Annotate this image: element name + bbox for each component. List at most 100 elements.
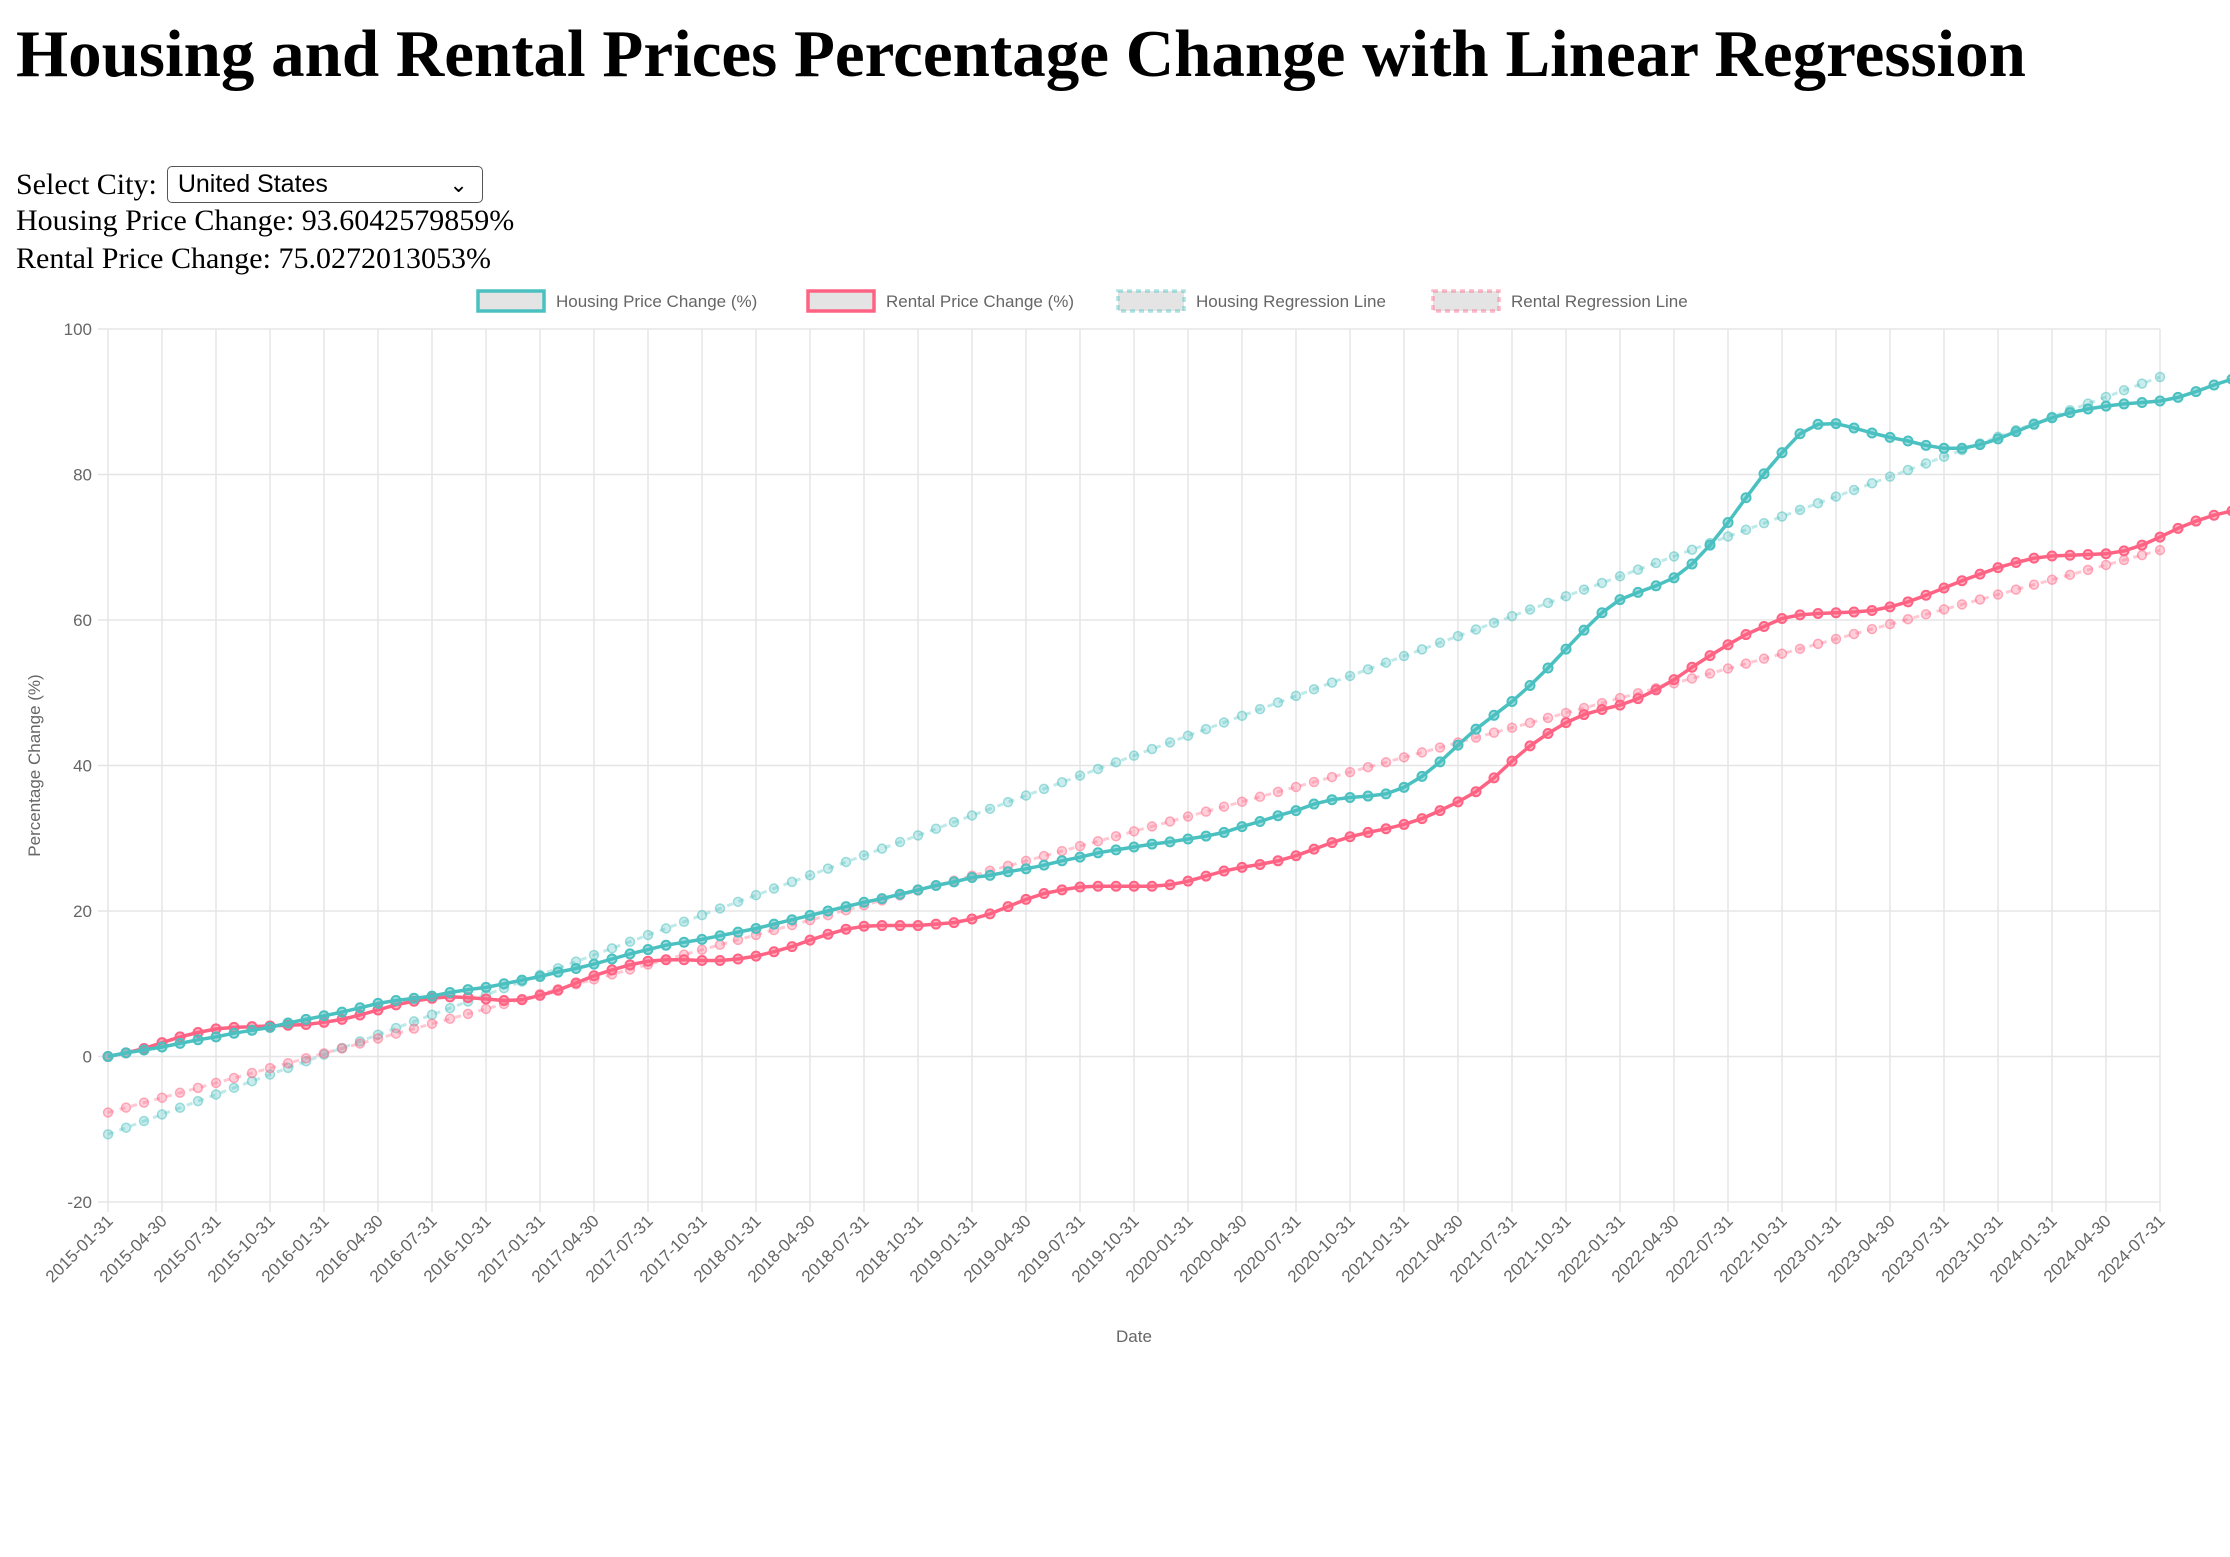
regression-point [2136, 549, 2148, 561]
regression-point [138, 1097, 150, 1108]
regression-point [1092, 763, 1104, 775]
data-point [696, 933, 708, 945]
data-point [1092, 880, 1104, 892]
regression-point [2100, 391, 2112, 403]
housing-change-row: Housing Price Change: 93.6042579859% [16, 206, 514, 236]
data-point [1740, 629, 1752, 641]
regression-point [2118, 554, 2130, 566]
data-point [1776, 447, 1788, 459]
data-point [732, 953, 744, 965]
data-point [1074, 851, 1086, 863]
data-point [1560, 643, 1572, 655]
regression-point [1056, 845, 1068, 857]
regression-point [1560, 590, 1572, 602]
regression-point [426, 1018, 438, 1029]
data-point [624, 959, 636, 971]
data-point [1110, 844, 1122, 856]
series-line [107, 509, 2230, 1059]
data-point [1380, 823, 1392, 835]
x-axis-label: Date [1116, 1327, 1152, 1346]
regression-point [1344, 670, 1356, 682]
data-point [282, 1017, 294, 1029]
regression-point [1128, 750, 1140, 761]
data-point [1758, 468, 1770, 480]
legend-swatch [806, 289, 876, 313]
regression-point [1686, 673, 1698, 684]
data-point [1794, 428, 1806, 440]
data-point [1722, 517, 1734, 529]
data-point [1902, 596, 1914, 608]
y-tick-label: -20 [67, 1193, 92, 1212]
data-point [624, 948, 636, 960]
regression-point [1776, 648, 1788, 660]
city-label: Select City: [16, 167, 157, 201]
legend-item[interactable]: Housing Regression Line [1116, 289, 1386, 313]
data-point [1596, 703, 1608, 715]
regression-point [1632, 564, 1644, 575]
data-point [1182, 833, 1194, 845]
data-point [2154, 395, 2166, 407]
data-point [1434, 756, 1446, 768]
y-tick-label: 100 [64, 320, 92, 339]
regression-point [1686, 544, 1698, 555]
regression-point [2136, 378, 2148, 389]
data-point [966, 913, 978, 925]
y-tick-label: 40 [73, 757, 92, 776]
data-point [192, 1034, 204, 1046]
regression-point [228, 1072, 240, 1084]
data-point [1290, 805, 1302, 817]
regression-point [408, 1016, 420, 1027]
regression-point [804, 870, 816, 881]
legend-item[interactable]: Housing Price Change (%) [476, 289, 757, 313]
data-point [120, 1047, 132, 1059]
data-point [1074, 881, 1086, 893]
data-point [2190, 386, 2202, 398]
data-point [1866, 605, 1878, 617]
legend-item[interactable]: Rental Regression Line [1431, 289, 1688, 313]
data-point [1974, 568, 1986, 580]
data-point [2046, 550, 2058, 562]
data-point [696, 954, 708, 966]
data-point [1380, 788, 1392, 800]
data-point [2172, 391, 2184, 403]
data-point [480, 993, 492, 1005]
regression-line [107, 375, 2161, 1136]
data-point [2010, 426, 2022, 438]
legend-item[interactable]: Rental Price Change (%) [806, 289, 1074, 313]
data-point [2082, 403, 2094, 415]
data-point [1974, 439, 1986, 451]
regression-point [1884, 471, 1896, 482]
regression-point [1164, 816, 1176, 827]
chart-legend: Housing Price Change (%) Rental Price Cha… [476, 289, 1688, 313]
y-tick-label: 80 [73, 466, 92, 485]
data-point [1920, 589, 1932, 601]
regression-point [156, 1109, 168, 1120]
data-point [516, 994, 528, 1006]
data-point [588, 970, 600, 982]
data-point [1254, 858, 1266, 870]
data-point [408, 992, 420, 1004]
regression-point [732, 896, 744, 908]
regression-point [1344, 766, 1356, 778]
data-point [1902, 435, 1914, 447]
regression-point [1866, 623, 1878, 635]
data-point [1002, 901, 1014, 913]
data-point [1272, 855, 1284, 867]
data-point [516, 974, 528, 986]
regression-point [1200, 806, 1212, 817]
regression-point [876, 843, 888, 854]
legend-swatch [1116, 289, 1186, 313]
regression-point [1092, 835, 1104, 847]
regression-point [1416, 747, 1428, 758]
regression-point [1416, 644, 1428, 655]
data-point [1524, 679, 1536, 691]
city-select[interactable]: United States ⌄ [166, 166, 483, 203]
regression-point [660, 923, 672, 934]
regression-point [1848, 628, 1860, 640]
regression-point [714, 939, 726, 951]
data-point [660, 939, 672, 951]
data-point [912, 920, 924, 932]
regression-point [840, 856, 852, 868]
data-point [1236, 821, 1248, 833]
legend-label: Housing Price Change (%) [556, 292, 757, 311]
